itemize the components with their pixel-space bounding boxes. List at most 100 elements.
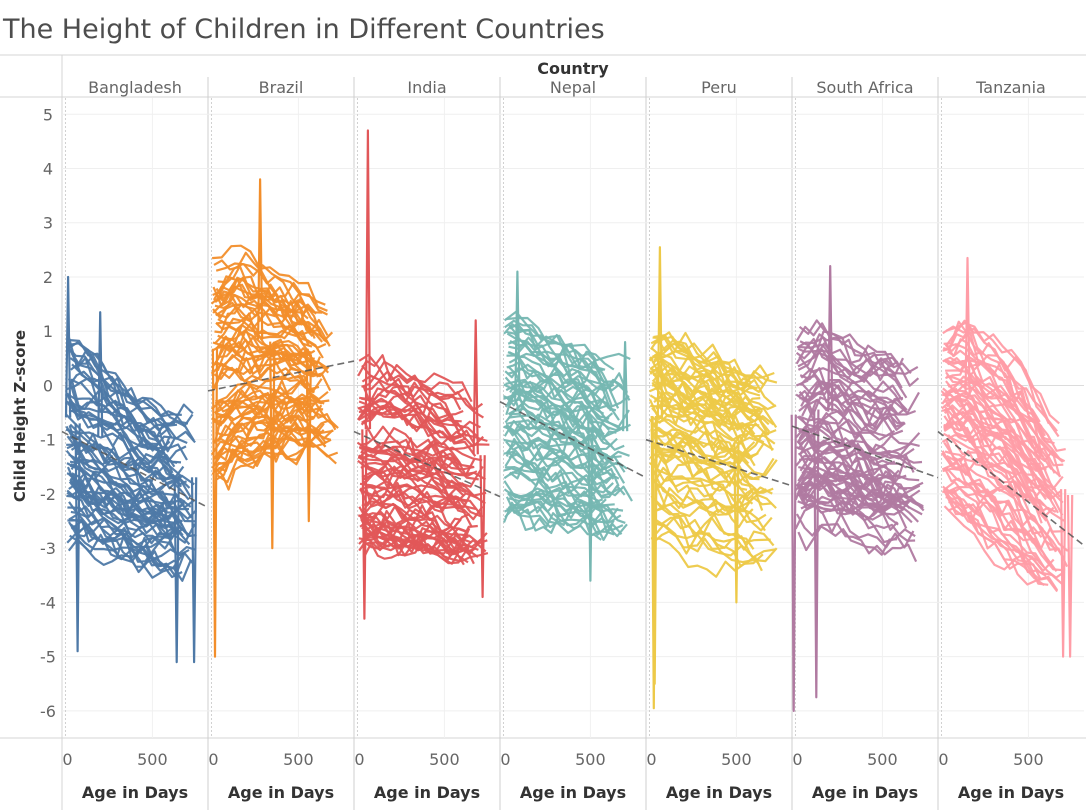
child-line — [654, 482, 766, 532]
extreme-line — [1060, 489, 1067, 658]
child-line — [211, 429, 309, 476]
child-line — [650, 335, 775, 379]
extreme-line — [472, 319, 479, 455]
panels: Bangladesh Brazil India Nepal Peru South Afri… — [64, 78, 1074, 713]
child-line — [945, 344, 1050, 442]
child-line — [653, 338, 776, 407]
child-line — [943, 375, 1041, 461]
extreme-line — [190, 477, 198, 664]
child-line — [797, 349, 904, 401]
child-line — [945, 371, 1042, 458]
x-tick-label: 500 — [721, 750, 752, 769]
child-line — [650, 443, 754, 480]
child-line — [361, 360, 462, 411]
child-line — [66, 462, 185, 523]
x-tick-label: 0 — [938, 750, 948, 769]
y-tick-label: 1 — [43, 322, 53, 341]
child-line — [66, 491, 175, 542]
child-line — [795, 513, 898, 556]
extreme-line — [305, 354, 312, 523]
trend-line — [645, 438, 793, 487]
child-line — [799, 340, 897, 383]
extreme-line — [964, 256, 971, 396]
child-line — [70, 400, 188, 461]
trend-line — [207, 360, 355, 392]
child-line — [944, 319, 1060, 438]
x-axis-label: Age in Days — [812, 783, 918, 802]
extreme-line — [74, 423, 81, 653]
child-line — [509, 398, 625, 451]
child-line — [653, 395, 756, 445]
child-line — [215, 392, 323, 443]
x-tick-label: 500 — [575, 750, 606, 769]
panel-tanzania — [940, 256, 1074, 658]
child-line — [795, 337, 901, 380]
child-line — [508, 451, 615, 481]
extreme-line — [269, 341, 276, 550]
trend-line — [499, 401, 647, 479]
extreme-line — [361, 429, 368, 620]
child-line — [503, 310, 631, 362]
child-line — [654, 404, 774, 451]
trend-line — [937, 430, 1085, 547]
panel-peru — [648, 246, 778, 710]
x-tick-label: 500 — [1013, 750, 1044, 769]
child-line — [798, 355, 920, 415]
child-line — [212, 244, 328, 312]
chart-title: The Height of Children in Different Coun… — [2, 14, 605, 45]
x-axis-label: Age in Days — [958, 783, 1064, 802]
y-tick-label: 5 — [43, 105, 53, 124]
child-line — [506, 363, 620, 421]
child-line — [797, 383, 897, 416]
child-line — [798, 466, 924, 508]
child-line — [361, 470, 463, 494]
x-axis-label: Age in Days — [520, 783, 626, 802]
child-line — [651, 407, 774, 462]
country-label: Bangladesh — [88, 78, 182, 97]
extreme-line — [1066, 494, 1074, 658]
child-line — [653, 372, 763, 421]
y-tick-label: -2 — [40, 485, 56, 504]
child-line — [942, 489, 1065, 587]
child-line — [360, 437, 462, 477]
child-line — [942, 485, 1045, 568]
extreme-line — [622, 341, 629, 432]
child-line — [358, 405, 477, 457]
child-line — [505, 391, 617, 442]
panel-nepal — [502, 270, 633, 582]
child-line — [68, 425, 188, 495]
child-line — [945, 355, 1043, 456]
child-line — [654, 506, 775, 551]
child-line — [797, 330, 894, 368]
x-tick-label: 0 — [646, 750, 656, 769]
child-line — [652, 431, 775, 480]
x-tick-label: 0 — [208, 750, 218, 769]
child-line — [655, 349, 761, 397]
child-line — [363, 380, 464, 426]
child-line — [942, 331, 1043, 428]
child-line — [359, 452, 474, 469]
child-line — [655, 398, 752, 430]
child-line — [212, 324, 316, 357]
extreme-line — [656, 246, 664, 418]
x-axis-label: Age in Days — [228, 783, 334, 802]
child-line — [65, 425, 192, 504]
trend-line — [791, 425, 939, 479]
child-line — [212, 419, 339, 446]
child-line — [655, 444, 767, 494]
child-line — [505, 440, 611, 486]
child-line — [69, 348, 194, 428]
child-line — [66, 532, 195, 578]
extreme-line — [813, 409, 820, 699]
child-line — [359, 484, 484, 518]
child-line — [215, 437, 310, 491]
child-line — [796, 399, 904, 436]
country-label: India — [407, 78, 446, 97]
extreme-line — [651, 416, 658, 685]
child-line — [795, 322, 899, 369]
child-line — [505, 490, 604, 519]
extreme-line — [97, 311, 104, 438]
y-tick-label: -6 — [40, 702, 56, 721]
x-axis-label: Age in Days — [666, 783, 772, 802]
child-line — [69, 342, 176, 425]
